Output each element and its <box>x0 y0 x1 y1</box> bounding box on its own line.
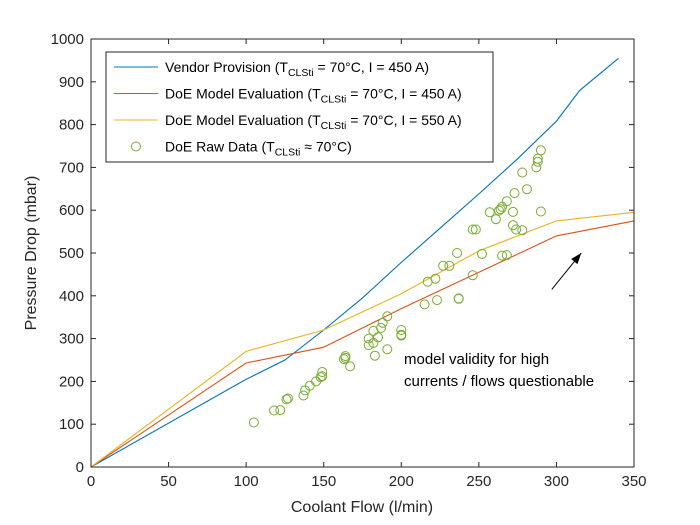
x-tick-label: 250 <box>466 473 491 490</box>
raw-data-point <box>396 330 407 341</box>
legend: Vendor Provision (TCLSti = 70°C, I = 450… <box>105 51 494 163</box>
raw-data-point <box>517 225 528 236</box>
raw-data-point <box>382 344 393 355</box>
raw-data-point <box>430 273 441 284</box>
raw-data-point <box>340 352 351 363</box>
series-line-0 <box>90 57 619 468</box>
raw-data-point <box>467 224 478 235</box>
raw-data-point <box>382 311 393 322</box>
raw-data-point <box>467 270 478 281</box>
raw-data-point <box>532 153 543 164</box>
y-tick-label: 600 <box>59 202 84 219</box>
raw-data-point <box>501 250 512 261</box>
annotation-text-line1: model validity for high <box>404 351 549 368</box>
annotation-layer: model validity for high currents / flows… <box>404 252 594 390</box>
raw-data-point <box>373 332 383 343</box>
annotation-text-line2: currents / flows questionable <box>404 373 594 390</box>
legend-entry-2: DoE Model Evaluation (TCLSti = 70°C, I =… <box>165 112 462 132</box>
raw-data-point <box>248 417 259 428</box>
x-tick-label: 0 <box>87 473 95 490</box>
y-tick-label: 1000 <box>51 31 84 48</box>
raw-data-point <box>298 390 309 401</box>
y-tick-label: 0 <box>76 459 84 476</box>
y-tick-label: 500 <box>59 245 84 262</box>
legend-entry-3: DoE Raw Data (TCLSti ≈ 70°C) <box>165 139 352 159</box>
raw-data-point <box>517 167 528 178</box>
raw-data-point <box>452 248 463 258</box>
y-tick-label: 100 <box>59 416 84 433</box>
annotation-arrow-head <box>571 253 582 265</box>
raw-data-point <box>396 325 407 335</box>
x-tick-label: 300 <box>544 473 569 490</box>
y-tick-label: 800 <box>59 117 84 134</box>
raw-data-point <box>477 248 487 259</box>
raw-data-point <box>438 260 449 271</box>
raw-data-point <box>345 361 356 372</box>
y-tick-label: 700 <box>59 159 84 176</box>
raw-data-point <box>432 295 442 306</box>
raw-data-point <box>522 184 532 195</box>
raw-data-point <box>497 250 508 261</box>
raw-data-point <box>376 322 387 333</box>
raw-data-point <box>283 393 293 404</box>
x-tick-label: 200 <box>389 473 414 490</box>
raw-data-point <box>508 206 518 217</box>
x-tick-label: 350 <box>621 473 646 490</box>
raw-data-point <box>369 350 380 361</box>
raw-data-point <box>363 340 374 350</box>
raw-data-point <box>269 405 280 416</box>
raw-data-point <box>535 206 546 217</box>
series-line-2 <box>90 211 635 468</box>
y-tick-label: 400 <box>59 288 84 305</box>
raw-data-point <box>511 224 522 235</box>
legend-box <box>105 51 494 163</box>
raw-data-point <box>275 405 286 416</box>
raw-data-point <box>484 207 495 218</box>
raw-data-point <box>281 394 292 405</box>
x-tick-label: 100 <box>234 473 259 490</box>
x-ticks: 0 50 100 150 200 250 300 350 <box>87 39 647 490</box>
legend-entry-0: Vendor Provision (TCLSti = 70°C, I = 450… <box>165 59 429 79</box>
legend-swatch-3 <box>131 141 141 152</box>
series-layer <box>90 57 635 468</box>
y-tick-label: 900 <box>59 74 84 91</box>
raw-data-point <box>470 224 481 235</box>
y-axis-label: Pressure Drop (mbar) <box>23 176 40 331</box>
raw-data-point <box>315 372 326 383</box>
raw-data-point <box>509 188 520 199</box>
raw-data-point <box>419 299 430 310</box>
raw-data-point <box>453 293 464 304</box>
legend-entry-1: DoE Model Evaluation (TCLSti = 70°C, I =… <box>165 86 462 106</box>
x-axis-label: Coolant Flow (l/min) <box>291 499 433 516</box>
x-tick-label: 50 <box>160 473 177 490</box>
raw-data-point <box>490 214 501 225</box>
raw-data-point <box>495 204 506 215</box>
x-tick-label: 150 <box>311 473 336 490</box>
raw-data-point <box>535 145 546 156</box>
y-tick-label: 200 <box>59 373 84 390</box>
raw-data-point <box>532 156 543 167</box>
raw-data-point <box>494 205 504 216</box>
raw-data-point <box>317 367 328 377</box>
raw-data-point <box>317 371 328 382</box>
raw-data-point <box>377 317 388 328</box>
y-ticks: 0 100 200 300 400 500 600 700 800 900 1000 <box>51 31 634 476</box>
series-line-1 <box>90 220 635 468</box>
y-tick-label: 300 <box>59 331 84 348</box>
raw-data-point <box>444 260 455 271</box>
raw-data-point <box>501 196 512 207</box>
